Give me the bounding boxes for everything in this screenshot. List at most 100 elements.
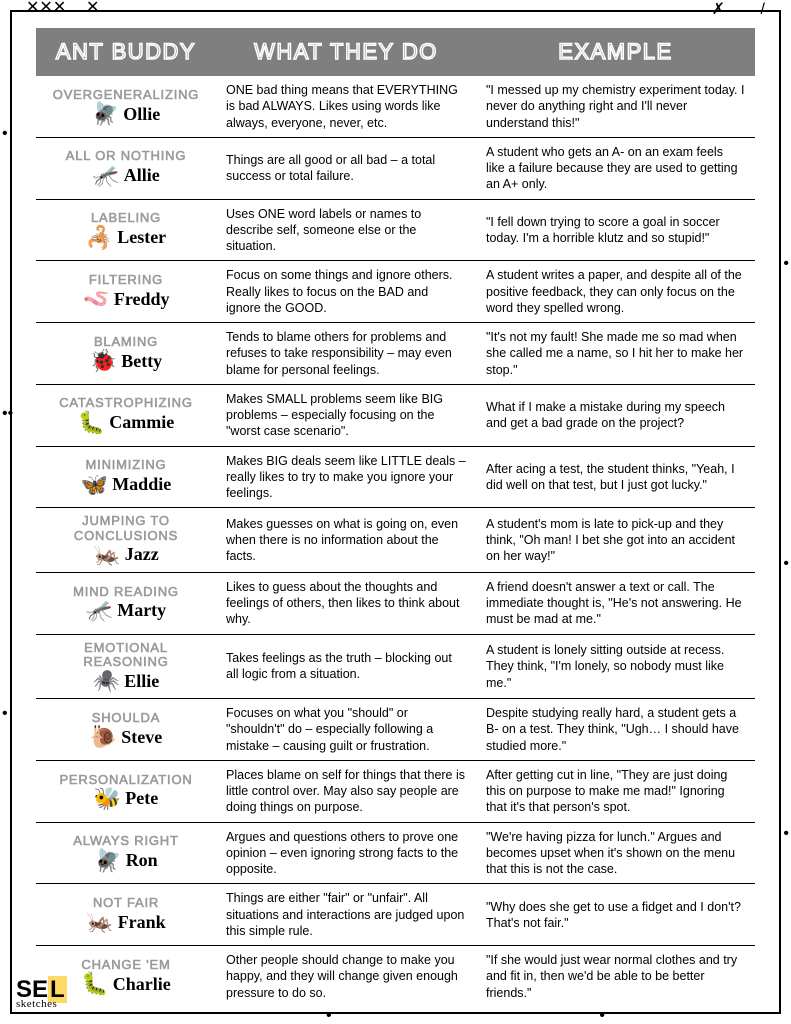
example-cell: A friend doesn't answer a text or call. … xyxy=(476,577,755,630)
name-line: 🐛 Cammie xyxy=(78,412,174,434)
description-cell: Places blame on self for things that the… xyxy=(216,765,476,818)
buddy-cell: LABELING 🦂 Lester xyxy=(36,209,216,250)
name-line: 🦂 Lester xyxy=(86,227,166,249)
description-cell: Focus on some things and ignore others. … xyxy=(216,265,476,318)
bug-icon: 🪱 xyxy=(82,288,109,310)
distortion-label: FILTERING xyxy=(89,273,163,287)
table-body: OVERGENERALIZING 🪰 Ollie ONE bad thing m… xyxy=(36,76,755,1007)
example-cell: A student's mom is late to pick-up and t… xyxy=(476,514,755,567)
description-cell: ONE bad thing means that EVERYTHING is b… xyxy=(216,80,476,133)
doodle-x: ✕ xyxy=(86,0,99,16)
name-line: 🐌 Steve xyxy=(90,726,162,748)
table-row: JUMPING TO CONCLUSIONS 🦗 Jazz Makes gues… xyxy=(36,508,755,573)
buddy-name: Cammie xyxy=(109,412,174,433)
example-cell: "I messed up my chemistry experiment tod… xyxy=(476,80,755,133)
buddy-cell: CATASTROPHIZING 🐛 Cammie xyxy=(36,394,216,435)
buddy-cell: EMOTIONAL REASONING 🕷️ Ellie xyxy=(36,639,216,695)
distortion-label: CATASTROPHIZING xyxy=(59,396,193,410)
description-cell: Focuses on what you "should" or "shouldn… xyxy=(216,703,476,756)
sel-sketches-logo: SEL sketches xyxy=(16,979,67,1010)
table-row: FILTERING 🪱 Freddy Focus on some things … xyxy=(36,261,755,323)
name-line: 🐛 Charlie xyxy=(81,973,170,995)
name-line: 🦟 Allie xyxy=(92,165,159,187)
table-row: PERSONALIZATION 🐝 Pete Places blame on s… xyxy=(36,761,755,823)
ant-buddy-table: ANT BUDDY WHAT THEY DO EXAMPLE OVERGENER… xyxy=(36,28,755,1007)
header-ant-buddy: ANT BUDDY xyxy=(36,39,216,65)
table-row: LABELING 🦂 Lester Uses ONE word labels o… xyxy=(36,200,755,262)
bug-icon: 🐞 xyxy=(90,350,117,372)
table-row: NOT FAIR 🦗 Frank Things are either "fair… xyxy=(36,884,755,946)
example-cell: "It's not my fault! She made me so mad w… xyxy=(476,327,755,380)
doodle-dot: •• xyxy=(2,406,13,422)
doodle-x: / xyxy=(761,2,765,18)
description-cell: Argues and questions others to prove one… xyxy=(216,827,476,880)
bug-icon: 🐝 xyxy=(94,788,121,810)
buddy-cell: NOT FAIR 🦗 Frank xyxy=(36,894,216,935)
table-row: CATASTROPHIZING 🐛 Cammie Makes SMALL pro… xyxy=(36,385,755,447)
description-cell: Makes guesses on what is going on, even … xyxy=(216,514,476,567)
distortion-label: JUMPING TO CONCLUSIONS xyxy=(40,514,212,543)
table-row: EMOTIONAL REASONING 🕷️ Ellie Takes feeli… xyxy=(36,635,755,700)
description-cell: Tends to blame others for problems and r… xyxy=(216,327,476,380)
distortion-label: MIND READING xyxy=(73,585,179,599)
bug-icon: 🕷️ xyxy=(93,670,120,692)
distortion-label: CHANGE 'EM xyxy=(81,958,170,972)
example-cell: "If she would just wear normal clothes a… xyxy=(476,950,755,1003)
buddy-name: Frank xyxy=(118,912,166,933)
example-cell: Despite studying really hard, a student … xyxy=(476,703,755,756)
example-cell: A student is lonely sitting outside at r… xyxy=(476,640,755,693)
doodle-x: ✗ xyxy=(712,2,725,18)
distortion-label: ALWAYS RIGHT xyxy=(73,834,178,848)
doodle-dot: • xyxy=(326,1008,332,1024)
buddy-cell: BLAMING 🐞 Betty xyxy=(36,333,216,374)
buddy-cell: FILTERING 🪱 Freddy xyxy=(36,271,216,312)
buddy-name: Ollie xyxy=(123,104,160,125)
buddy-cell: ALWAYS RIGHT 🪰 Ron xyxy=(36,832,216,873)
distortion-label: PERSONALIZATION xyxy=(59,773,192,787)
name-line: 🪱 Freddy xyxy=(82,288,169,310)
bug-icon: 🐌 xyxy=(90,726,117,748)
name-line: 🦗 Frank xyxy=(86,911,165,933)
doodle-dot: • xyxy=(2,706,8,722)
name-line: 🐝 Pete xyxy=(94,788,158,810)
example-cell: "I fell down trying to score a goal in s… xyxy=(476,212,755,249)
example-cell: "Why does she get to use a fidget and I … xyxy=(476,897,755,934)
name-line: 🪰 Ollie xyxy=(92,103,160,125)
description-cell: Makes BIG deals seem like LITTLE deals –… xyxy=(216,451,476,504)
bug-icon: 🪰 xyxy=(94,850,121,872)
header-what-they-do: WHAT THEY DO xyxy=(216,39,476,65)
distortion-label: SHOULDA xyxy=(92,711,160,725)
table-row: MIND READING 🦟 Marty Likes to guess abou… xyxy=(36,573,755,635)
name-line: 🐞 Betty xyxy=(90,350,162,372)
example-cell: A student writes a paper, and despite al… xyxy=(476,265,755,318)
buddy-cell: ALL OR NOTHING 🦟 Allie xyxy=(36,147,216,188)
buddy-name: Charlie xyxy=(113,974,171,995)
description-cell: Other people should change to make you h… xyxy=(216,950,476,1003)
name-line: 🦋 Maddie xyxy=(81,474,171,496)
buddy-name: Allie xyxy=(124,165,160,186)
buddy-name: Pete xyxy=(125,788,158,809)
table-header-row: ANT BUDDY WHAT THEY DO EXAMPLE xyxy=(36,28,755,76)
description-cell: Uses ONE word labels or names to describ… xyxy=(216,204,476,257)
buddy-name: Betty xyxy=(121,351,162,372)
doodle-dot: • xyxy=(783,256,789,272)
doodle-dot: • xyxy=(783,556,789,572)
doodle-dot: • xyxy=(2,126,8,142)
buddy-name: Jazz xyxy=(125,544,159,565)
bug-icon: 🦗 xyxy=(86,911,113,933)
buddy-cell: JUMPING TO CONCLUSIONS 🦗 Jazz xyxy=(36,512,216,568)
buddy-name: Freddy xyxy=(114,289,170,310)
bug-icon: 🦂 xyxy=(86,227,113,249)
name-line: 🕷️ Ellie xyxy=(93,670,159,692)
description-cell: Makes SMALL problems seem like BIG probl… xyxy=(216,389,476,442)
distortion-label: OVERGENERALIZING xyxy=(53,88,199,102)
table-row: MINIMIZING 🦋 Maddie Makes BIG deals seem… xyxy=(36,447,755,509)
description-cell: Takes feelings as the truth – blocking o… xyxy=(216,648,476,685)
bug-icon: 🦗 xyxy=(93,544,120,566)
example-cell: After acing a test, the student thinks, … xyxy=(476,459,755,496)
table-row: SHOULDA 🐌 Steve Focuses on what you "sho… xyxy=(36,699,755,761)
table-row: OVERGENERALIZING 🪰 Ollie ONE bad thing m… xyxy=(36,76,755,138)
header-example: EXAMPLE xyxy=(476,39,755,65)
table-row: ALWAYS RIGHT 🪰 Ron Argues and questions … xyxy=(36,823,755,885)
description-cell: Likes to guess about the thoughts and fe… xyxy=(216,577,476,630)
